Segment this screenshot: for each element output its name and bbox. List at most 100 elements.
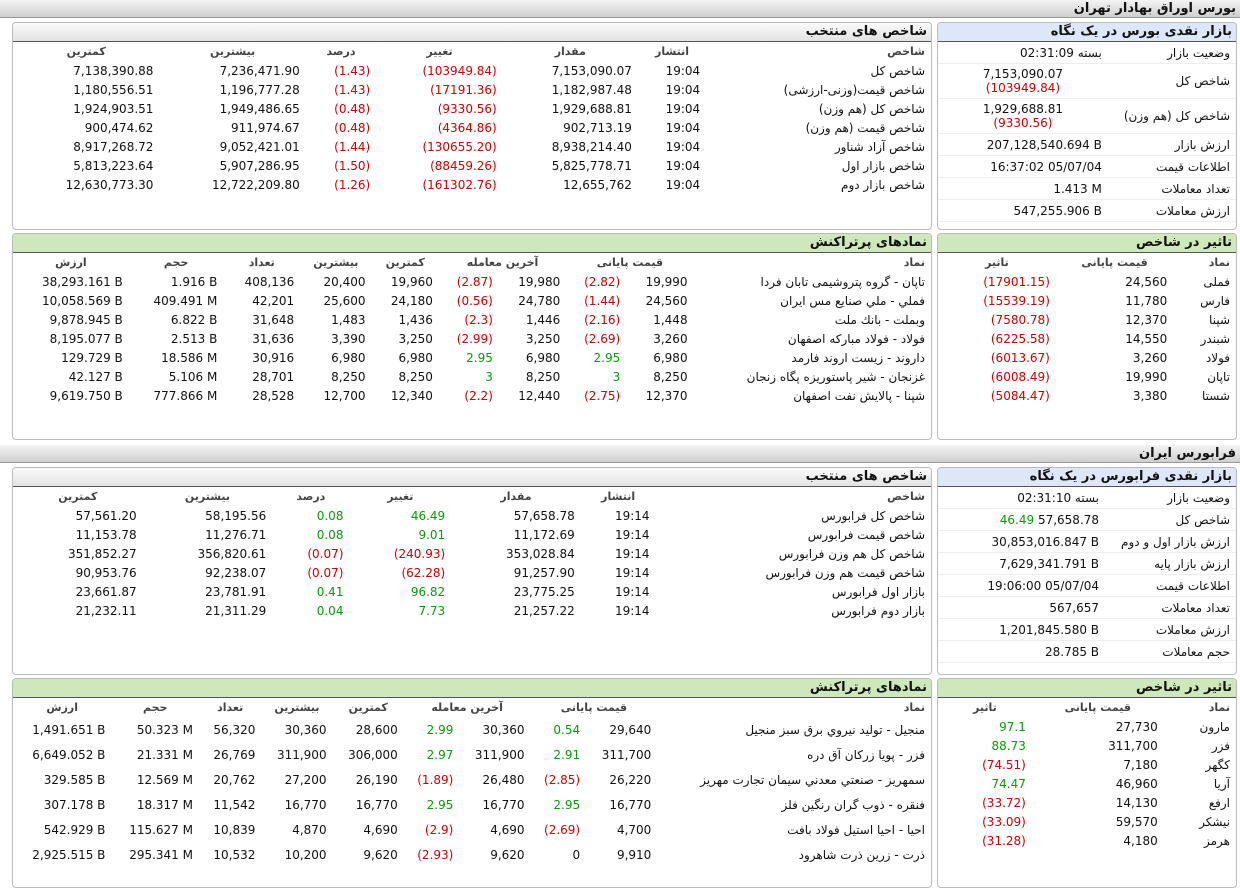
overview-row: اطلاعات قیمت 19:06:00 05/07/04 [938,574,1236,597]
label: اطلاعات قیمت [1117,155,1236,178]
cell: 7,236,471.90 [219,63,300,78]
cell: 27,200 [284,772,327,787]
cell: 542.929 B [43,822,106,837]
label: ارزش بازار اول و دوم [1115,530,1236,553]
cell: 3 [612,369,621,384]
value-text: 30,853,016.847 B [991,534,1100,549]
label: وضعیت بازار [1117,42,1236,64]
section-title: بورس اوراق بهادار تهران [0,0,1240,18]
header-row: شاخص انتشار مقدار تغییر درصد بیشترین کمترین [13,42,931,61]
cell: 88.73 [991,738,1026,753]
value: 567,657 [938,596,1116,619]
cell: (17191.36) [430,82,497,97]
row-name: بازار اول فرابورس [831,584,925,599]
column-header: تغییر [426,45,453,58]
label: شاخص کل (هم وزن) [1117,98,1236,134]
cell: 31,648 [252,312,295,327]
row-name: فزر - پویا زرکان آق دره [807,747,925,762]
cell: 24,560 [645,293,688,308]
cell: 329.585 B [43,772,106,787]
row-name: سمهریز - صنعتي معدني سیمان تجارت مهریز [700,772,925,787]
cell: 4,700 [616,822,652,837]
panel-title: تاثیر در شاخص [938,234,1236,253]
cell: 59,570 [1115,814,1158,829]
column-header: کمترین [348,701,388,714]
value: 16:37:02 05/07/04 [938,155,1118,178]
cell: (74.51) [982,757,1026,772]
cell: 5,825,778.71 [551,158,632,173]
cell: (15539.19) [983,293,1050,308]
cell: 90,953.76 [75,565,137,580]
cell: 29,640 [609,722,652,737]
label: شاخص کل [1115,508,1236,531]
label: ارزش معاملات [1117,199,1236,222]
cell: 20,762 [213,772,256,787]
cell: 14,550 [1125,331,1168,346]
cell: (9330.56) [437,101,497,116]
cell: (33.72) [982,795,1026,810]
cell: 19:04 [665,101,701,116]
cell: 28,600 [355,722,398,737]
label: تعداد معاملات [1117,177,1236,200]
cell: 311,900 [276,747,327,762]
impact-table: نماد قیمت پایانی تاثیر مارون 27,730 97.1 فزر 31… [938,698,1236,850]
cell: (1.44) [584,293,621,308]
label: تعداد معاملات [1115,596,1236,619]
cell: 12,440 [518,388,561,403]
cell: 1,448 [653,312,688,327]
cell: 58,195.56 [205,508,267,523]
cell: 25,600 [323,293,366,308]
row-name: غزنجان - شير پاستوريزه پگاه زنجان [746,369,925,384]
cell: 0.08 [316,508,344,523]
cell: 16,770 [284,797,327,812]
cell: (2.99) [456,331,493,346]
row-name: بازار دوم فرابورس [831,603,925,618]
cell: 16,770 [609,797,652,812]
cell: 56,320 [213,722,256,737]
cell: (2.85) [544,772,581,787]
data-row: تاپان 19,990 (6008.49) [938,367,1236,386]
data-row: شاخص کل هم وزن فرابورس 19:14 353,028.84 (24… [13,544,931,563]
cell: (31.28) [982,833,1026,848]
cell: (88459.26) [430,158,497,173]
row-name: شاخص قیمت فرابورس [807,527,925,542]
value-text: 19:06:00 05/07/04 [987,578,1100,593]
cell: (4364.86) [437,120,497,135]
cell: 8,250 [653,369,688,384]
value-text: 7,153,090.07 [982,67,1063,81]
data-row: شاخص قیمت (هم وزن) 19:04 902,713.19 (4364.8… [13,118,931,137]
value-text: 207,128,540.694 B [986,137,1102,152]
cell: (0.48) [334,120,371,135]
panel-title: بازار نقدی بورس در یک نگاه [938,23,1236,42]
cell: 19:04 [665,177,701,192]
cell: (2.2) [464,388,493,403]
cell: 10,839 [213,822,256,837]
cell: 3,380 [1132,388,1168,403]
section-title: فرابورس ایران [0,445,1240,463]
cell: 26,190 [355,772,398,787]
column-header: ارزش [55,256,87,269]
cell: 21,311.29 [205,603,267,618]
cell: 0.54 [553,722,581,737]
value-text: 1,201,845.580 B [999,622,1100,637]
data-row: شپنا 12,370 (7580.78) [938,310,1236,329]
data-row: غزنجان - شير پاستوريزه پگاه زنجان 8,250 3 8… [13,367,931,386]
panel-title: شاخص های منتخب [13,468,931,487]
column-header: نماد [1208,701,1230,714]
value-text: 7,629,341.791 B [999,556,1100,571]
cell: 57,561.20 [75,508,137,523]
cell: 6,980 [331,350,366,365]
cell: 27,730 [1115,719,1158,734]
row-name: وبملت - بانك ملت [834,312,925,327]
column-header: درصد [296,490,326,503]
cell: 91,257.90 [513,565,575,580]
label: وضعیت بازار [1115,487,1236,509]
value: 30,853,016.847 B [938,530,1116,553]
data-row: شستا 3,380 (5084.47) [938,386,1236,405]
data-row: شاخص قیمت هم وزن فرابورس 19:14 91,257.90 (6… [13,563,931,582]
cell: (2.9) [424,822,454,837]
column-header: شاخص [887,490,925,503]
cell: (2.69) [544,822,581,837]
cell: 1,491.651 B [32,722,106,737]
cell: 6,980 [398,350,433,365]
